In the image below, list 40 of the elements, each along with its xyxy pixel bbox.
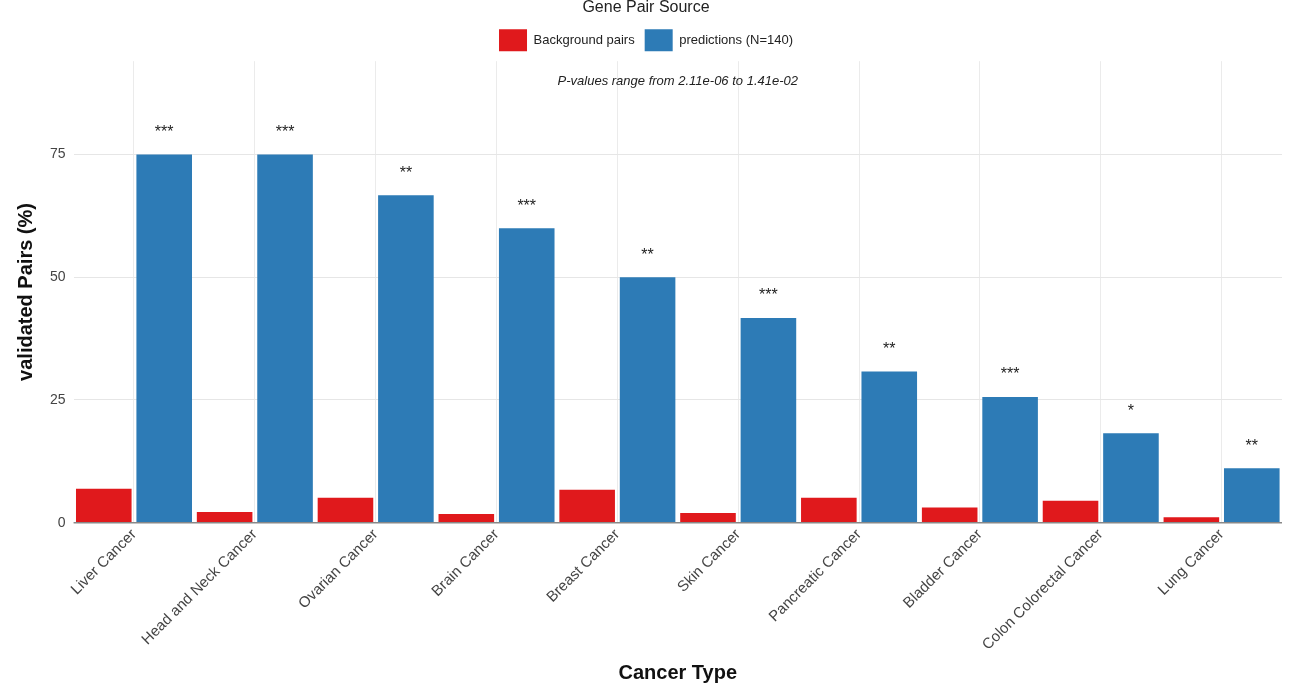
bar (619, 277, 676, 523)
annotation: ** (641, 245, 654, 263)
bar (196, 511, 253, 523)
bar (257, 154, 313, 523)
bar (559, 489, 615, 523)
annotation: * (1127, 401, 1135, 419)
bar (921, 507, 978, 523)
bar (982, 397, 1038, 523)
annotation: *** (759, 286, 778, 304)
bar (1042, 500, 1099, 523)
annotation: *** (517, 196, 537, 214)
bar (1103, 433, 1159, 523)
legend-label: predictions (N=140) (679, 31, 793, 47)
legend-label: Background pairs (533, 31, 636, 47)
bar (1163, 517, 1220, 523)
y-axis-title: validated Pairs (%) (13, 203, 36, 381)
annotation: ** (1245, 436, 1259, 454)
annotation: *** (1000, 365, 1020, 383)
bar (438, 513, 495, 523)
annotation: *** (275, 122, 295, 140)
bar (861, 371, 918, 523)
y-tick-label: 25 (49, 390, 66, 407)
legend-title: Gene Pair Source (582, 0, 710, 16)
text: P-values range from 2.11e-06 to 1.41e-02 (557, 72, 799, 88)
bar (1223, 468, 1280, 523)
bar (75, 488, 132, 523)
x-axis-title: Cancer Type (618, 660, 738, 683)
bar (680, 512, 736, 523)
bar (136, 154, 192, 523)
annotation: ** (399, 163, 413, 181)
bar (317, 497, 374, 523)
bar (378, 195, 434, 523)
annotation: ** (883, 339, 896, 357)
bar (801, 497, 857, 523)
y-tick-label: 75 (49, 145, 66, 162)
bar (498, 228, 555, 523)
y-tick-label: 0 (57, 513, 66, 530)
y-tick-label: 50 (49, 268, 66, 285)
bar (740, 317, 797, 523)
annotation: *** (154, 122, 174, 140)
